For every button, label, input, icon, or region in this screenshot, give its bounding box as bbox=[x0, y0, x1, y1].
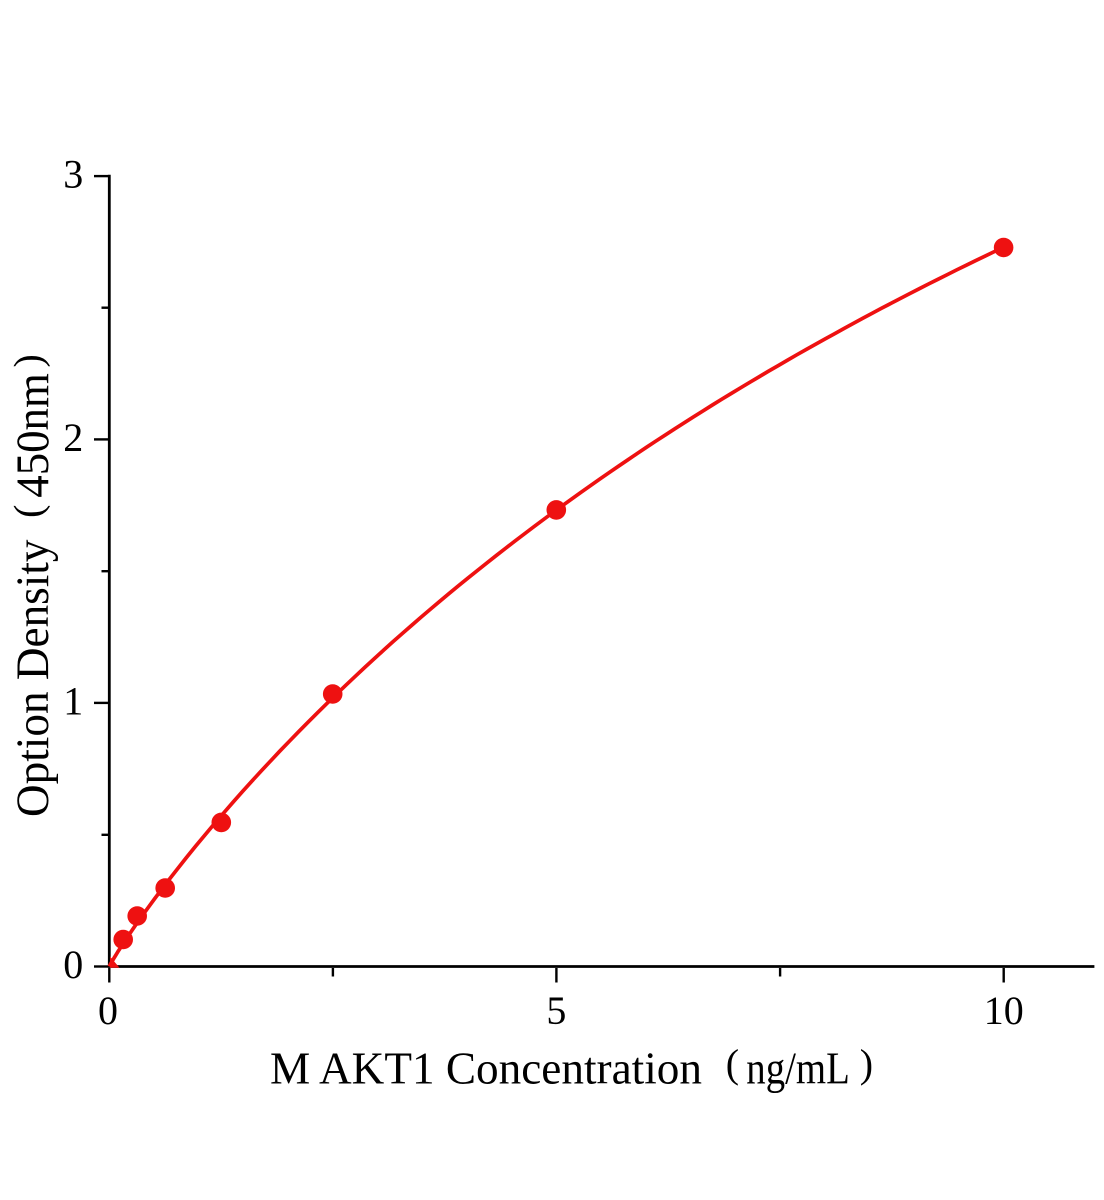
svg-text:450nm: 450nm bbox=[7, 373, 59, 498]
svg-text:3: 3 bbox=[63, 152, 83, 197]
svg-text:0: 0 bbox=[98, 988, 118, 1033]
svg-text:): ) bbox=[860, 1041, 873, 1086]
svg-text:5: 5 bbox=[546, 988, 566, 1033]
svg-text:(: ( bbox=[5, 505, 50, 518]
svg-text:0: 0 bbox=[63, 942, 83, 987]
svg-text:(: ( bbox=[726, 1041, 739, 1086]
svg-text:M AKT1 Concentration: M AKT1 Concentration bbox=[270, 1043, 702, 1094]
svg-text:1: 1 bbox=[63, 678, 83, 723]
svg-text:2: 2 bbox=[63, 415, 83, 460]
svg-text:ng/mL: ng/mL bbox=[746, 1043, 850, 1094]
svg-text:10: 10 bbox=[984, 988, 1024, 1033]
svg-text:): ) bbox=[5, 354, 50, 367]
svg-text:Option Density: Option Density bbox=[7, 539, 59, 817]
